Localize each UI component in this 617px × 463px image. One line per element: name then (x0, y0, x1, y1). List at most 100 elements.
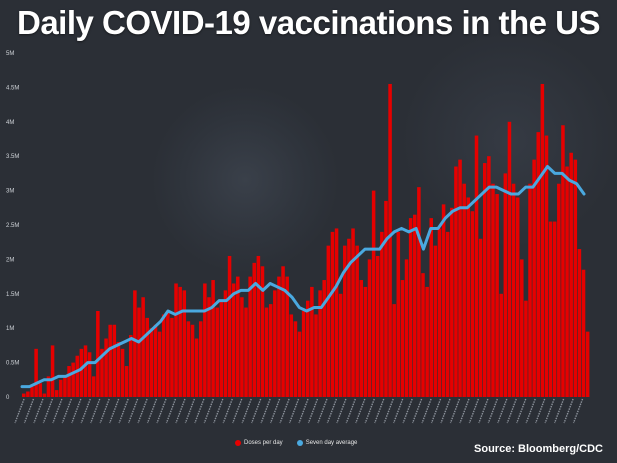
bar (223, 290, 228, 397)
bar (170, 317, 174, 397)
bar (466, 197, 471, 397)
bar (565, 166, 569, 397)
chart-title: Daily COVID-19 vaccinations in the US (16, 4, 601, 41)
bar (487, 156, 491, 397)
bar (194, 338, 199, 397)
bar (408, 218, 413, 397)
bar (26, 391, 30, 397)
y-tick-label: 4M (6, 120, 14, 126)
bar (141, 297, 145, 397)
x-tick-label (298, 398, 309, 424)
bar (133, 290, 137, 397)
y-tick-label: 5M (6, 51, 14, 57)
bar (100, 348, 104, 397)
x-tick-label (374, 398, 385, 424)
bar (277, 276, 281, 397)
legend: Doses per day Seven day average (235, 440, 357, 446)
bar (557, 183, 561, 397)
x-axis (14, 398, 584, 424)
bar (252, 262, 257, 397)
x-tick-label (535, 398, 546, 424)
bar (429, 218, 433, 397)
x-tick-label (345, 398, 356, 424)
x-tick-label (241, 398, 252, 424)
bar (215, 307, 219, 397)
y-tick-label: 0 (6, 395, 10, 401)
x-tick-label (71, 398, 82, 424)
bar (482, 163, 487, 397)
bar (273, 290, 277, 397)
bar (211, 280, 215, 397)
x-tick-label (364, 398, 375, 424)
y-tick-label: 3M (6, 189, 14, 195)
bar (219, 300, 224, 397)
bar (573, 159, 578, 397)
x-tick-label (251, 398, 262, 424)
bar (515, 197, 520, 397)
bar (462, 183, 466, 397)
bar (96, 311, 100, 397)
y-tick-label: 3.5M (6, 154, 19, 160)
bar (355, 245, 359, 397)
x-tick-label (80, 398, 91, 424)
x-tick-label (383, 398, 394, 424)
x-tick-label (336, 398, 347, 424)
bar (124, 366, 129, 397)
bar (548, 221, 553, 397)
bar (491, 183, 495, 397)
bar (178, 286, 182, 397)
bar (524, 300, 528, 397)
bar (404, 259, 409, 397)
x-tick-label (213, 398, 224, 424)
x-tick-label (42, 398, 54, 424)
bar (330, 231, 335, 397)
bar (22, 393, 26, 397)
bar (207, 297, 211, 397)
bar (63, 376, 67, 397)
legend-label-average: Seven day average (305, 440, 358, 446)
bar (137, 307, 141, 397)
bar (182, 290, 187, 397)
bar (318, 290, 322, 397)
bar (326, 245, 331, 397)
x-tick-label (411, 398, 423, 424)
bar (112, 324, 117, 397)
bar (149, 328, 154, 397)
x-tick-label (430, 398, 442, 424)
x-tick-label (14, 398, 25, 424)
legend-item-doses: Doses per day (235, 440, 283, 446)
bar (540, 83, 545, 398)
x-tick-label (326, 398, 338, 424)
bar (174, 283, 178, 397)
x-tick-label (109, 398, 120, 424)
x-tick-label (184, 398, 196, 424)
bar (499, 293, 503, 397)
x-tick-label (137, 398, 148, 424)
legend-swatch-average (296, 440, 303, 446)
bar (367, 259, 372, 397)
bar (458, 159, 462, 397)
bar (445, 231, 450, 397)
bar (388, 83, 392, 398)
bar (50, 345, 55, 397)
bar (281, 266, 285, 397)
bar (528, 183, 532, 397)
bar (470, 211, 475, 397)
bar (561, 125, 565, 398)
bar (231, 283, 236, 397)
bar (256, 255, 261, 397)
x-tick-label (459, 398, 470, 424)
bar (396, 231, 401, 397)
bar (478, 238, 483, 397)
bar (83, 345, 88, 397)
legend-item-average: Seven day average (296, 440, 358, 446)
x-tick-label (449, 398, 461, 424)
x-tick-label (421, 398, 432, 424)
bar (380, 231, 384, 397)
x-tick-label (165, 398, 177, 424)
bar (75, 355, 80, 397)
bar (153, 324, 158, 397)
x-tick-label (572, 398, 584, 424)
bar-series (22, 83, 590, 398)
